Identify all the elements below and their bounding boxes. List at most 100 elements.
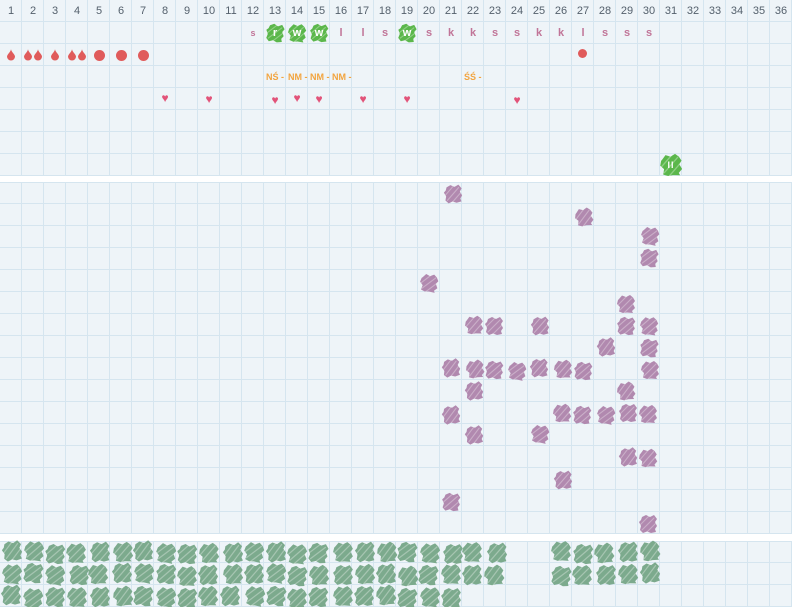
- tracker-cell-green[interactable]: [87, 563, 109, 585]
- tracker-cell-purple[interactable]: [596, 405, 616, 425]
- tracker-cell-green[interactable]: [265, 541, 287, 563]
- tracker-cell-purple[interactable]: [639, 248, 659, 268]
- tracker-cell-green[interactable]: [593, 542, 615, 564]
- tracker-cell-green[interactable]: [617, 541, 639, 563]
- heart-icon[interactable]: ♥: [315, 92, 323, 106]
- tracker-cell-green[interactable]: [66, 586, 88, 607]
- tracker-cell-green[interactable]: [461, 564, 483, 586]
- tracker-cell-purple[interactable]: [638, 448, 658, 468]
- tracker-cell-green[interactable]: [111, 562, 133, 584]
- bleeding-double-drop-icon[interactable]: [68, 49, 87, 61]
- note-text[interactable]: NM -: [288, 72, 308, 82]
- tracker-cell-green[interactable]: [639, 540, 661, 562]
- tracker-cell-purple[interactable]: [484, 316, 504, 336]
- bleeding-circle-icon[interactable]: [115, 49, 127, 61]
- tracker-cell-purple[interactable]: [441, 358, 461, 378]
- tracker-cell-green[interactable]: [155, 586, 177, 607]
- tracker-cell-green[interactable]: [332, 585, 354, 607]
- tracker-cell-purple[interactable]: [553, 359, 573, 379]
- tracker-cell-purple[interactable]: [616, 316, 636, 336]
- tracker-cell-green[interactable]: [244, 585, 266, 607]
- tracker-cell-green[interactable]: [375, 563, 397, 585]
- heart-icon[interactable]: ♥: [403, 92, 411, 106]
- tracker-cell-green[interactable]: [376, 541, 398, 563]
- tracker-cell-green[interactable]: [354, 541, 376, 563]
- tracker-cell-green[interactable]: [44, 564, 66, 586]
- tracker-cell-purple[interactable]: [530, 424, 550, 444]
- tracker-cell-purple[interactable]: [529, 358, 549, 378]
- tracker-cell-green[interactable]: [155, 542, 177, 564]
- bleeding-double-drop-icon[interactable]: [24, 49, 43, 61]
- tracker-cell-green[interactable]: [22, 562, 44, 584]
- tracker-cell-green[interactable]: [243, 541, 265, 563]
- fluid-letter[interactable]: s: [623, 27, 631, 39]
- tracker-cell-green[interactable]: [197, 585, 219, 607]
- tracker-cell-green[interactable]: [176, 565, 198, 587]
- tracker-cell-green[interactable]: [89, 541, 111, 563]
- tracker-cell-green[interactable]: [265, 562, 287, 584]
- fluid-letter[interactable]: s: [601, 27, 609, 39]
- tracker-cell-purple[interactable]: [572, 405, 592, 425]
- tracker-cell-green[interactable]: [219, 585, 241, 607]
- tracker-cell-green[interactable]: [572, 543, 594, 565]
- tracker-cell-purple[interactable]: [639, 316, 659, 336]
- note-text[interactable]: NM -: [310, 72, 330, 82]
- tracker-cell-green[interactable]: [133, 562, 155, 584]
- bleeding-circle-icon[interactable]: [137, 49, 149, 61]
- note-text[interactable]: NM -: [332, 72, 352, 82]
- tracker-cell-purple[interactable]: [552, 403, 572, 423]
- tracker-cell-green[interactable]: [65, 542, 87, 564]
- fluid-letter[interactable]: s: [425, 27, 433, 39]
- fluid-letter[interactable]: s: [645, 27, 653, 39]
- tracker-cell-green[interactable]: [419, 542, 441, 564]
- tracker-cell-green[interactable]: [68, 564, 90, 586]
- fluid-letter[interactable]: k: [557, 27, 565, 39]
- tracker-cell-green[interactable]: [155, 563, 177, 585]
- tracker-cell-green[interactable]: [286, 565, 308, 587]
- tracker-cell-purple[interactable]: [616, 381, 636, 401]
- tracker-cell-green[interactable]: [332, 564, 354, 586]
- tracker-cell-green[interactable]: [486, 542, 508, 564]
- bleeding-spot-icon[interactable]: [578, 49, 587, 58]
- tracker-cell-green[interactable]: [112, 585, 134, 607]
- fluid-letter[interactable]: l: [361, 27, 365, 39]
- heart-icon[interactable]: ♥: [359, 92, 367, 106]
- tracker-cell-purple[interactable]: [530, 316, 550, 336]
- fluid-letter[interactable]: l: [581, 27, 585, 39]
- fluid-letter[interactable]: k: [447, 27, 455, 39]
- tracker-cell-green[interactable]: [307, 542, 329, 564]
- tracker-cell-purple[interactable]: [618, 403, 638, 423]
- tracker-cell-green[interactable]: [571, 564, 593, 586]
- tracker-cell-purple[interactable]: [640, 226, 660, 246]
- fluid-letter[interactable]: s: [491, 27, 499, 39]
- fluid-letter[interactable]: s: [381, 27, 389, 39]
- tracker-cell-green[interactable]: [307, 586, 329, 607]
- tracker-cell-green[interactable]: [353, 585, 375, 607]
- tracker-cell-purple[interactable]: [419, 273, 439, 293]
- tracker-cell-green[interactable]: [417, 564, 439, 586]
- heart-icon[interactable]: ♥: [271, 93, 279, 107]
- tracker-cell-green[interactable]: [286, 543, 308, 565]
- fluid-highlight-blob[interactable]: w: [396, 22, 418, 44]
- heart-icon[interactable]: ♥: [205, 92, 213, 106]
- tracker-cell-purple[interactable]: [574, 207, 594, 227]
- fluid-highlight-blob[interactable]: w: [308, 22, 330, 44]
- bleeding-drop-icon[interactable]: [7, 49, 15, 61]
- fluid-letter[interactable]: s: [513, 27, 521, 39]
- tracker-cell-green[interactable]: [198, 542, 220, 564]
- tracker-cell-purple[interactable]: [441, 492, 461, 512]
- tracker-cell-green[interactable]: [375, 584, 397, 606]
- tracker-cell-green[interactable]: [419, 586, 441, 607]
- bleeding-circle-icon[interactable]: [93, 49, 105, 61]
- tracker-cell-purple[interactable]: [507, 361, 527, 381]
- heart-icon[interactable]: ♥: [161, 91, 169, 105]
- bleeding-drop-icon[interactable]: [51, 49, 59, 61]
- tracker-cell-purple[interactable]: [638, 514, 658, 534]
- tracker-cell-green[interactable]: [617, 563, 639, 585]
- tracker-cell-purple[interactable]: [441, 405, 461, 425]
- fluid-letter[interactable]: l: [339, 27, 343, 39]
- tracker-cell-green[interactable]: [132, 585, 154, 607]
- fluid-highlight-blob[interactable]: w: [286, 22, 308, 44]
- peak-marker-blob[interactable]: II: [659, 153, 683, 177]
- tracker-cell-purple[interactable]: [464, 315, 484, 335]
